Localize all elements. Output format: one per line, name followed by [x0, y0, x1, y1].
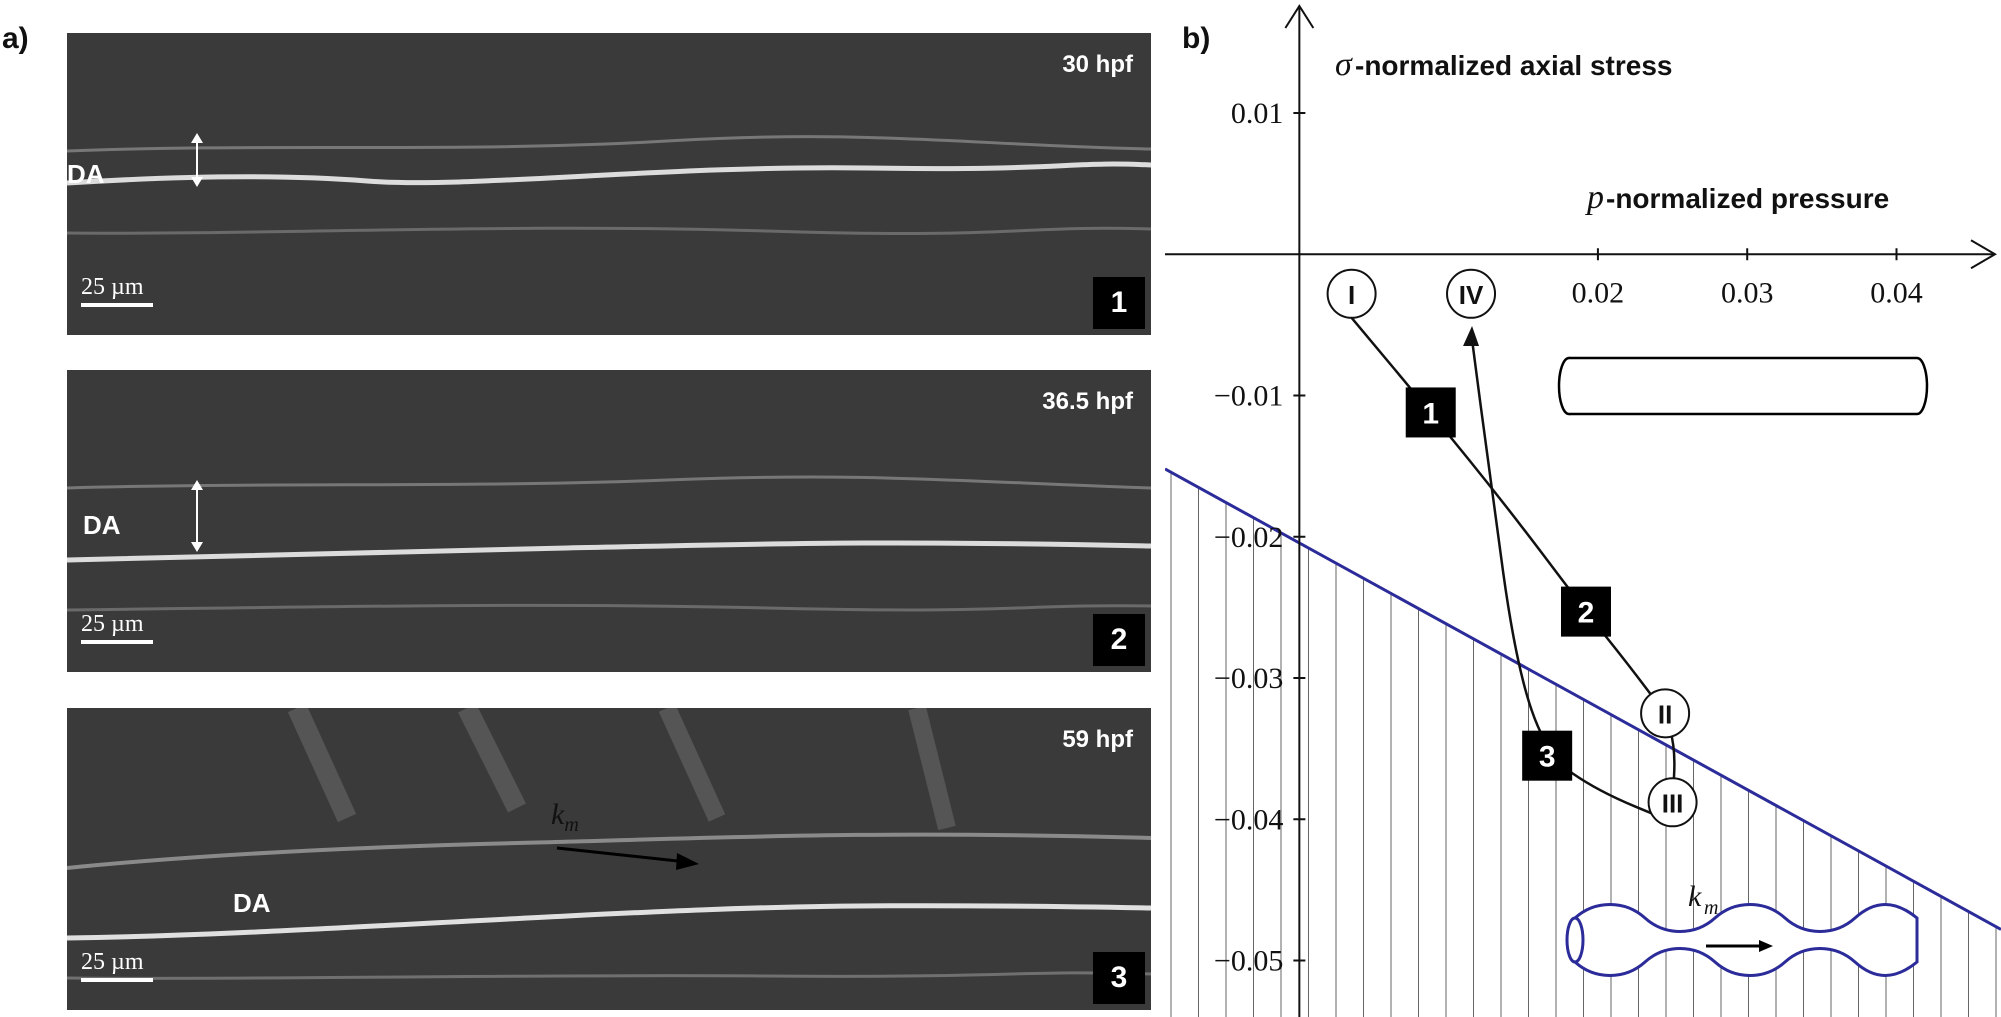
x-axis-arrow	[1970, 239, 1997, 270]
micrograph-36-5hpf: 36.5 hpf DA 25 µm 2	[67, 370, 1151, 672]
x-tick-label: 0.04	[1870, 276, 1923, 309]
timepoint-label: 30 hpf	[1062, 51, 1133, 78]
wavevector-label: km	[551, 798, 579, 836]
dorsal-aorta-label: DA	[83, 510, 121, 540]
state-label: IV	[1459, 280, 1484, 310]
state-marker	[1647, 777, 1698, 828]
scale-bar-label: 25 µm	[81, 949, 144, 975]
unstable-region-hatching	[1170, 468, 1997, 1017]
dorsal-aorta-label: DA	[233, 888, 271, 918]
scale-bar-label: 25 µm	[81, 611, 144, 637]
timepoint-label: 59 hpf	[1062, 726, 1133, 753]
step-badge: 1	[1093, 277, 1145, 329]
axes: 0.01 −0.01 −0.02 −0.03 −0.04 −0.05 0.02 0.03 0.0…	[1165, 4, 1997, 1017]
state-marker	[1640, 688, 1691, 739]
state-marker	[1326, 268, 1377, 319]
scale-bar-label: 25 µm	[81, 274, 144, 300]
wavy-tube-inset: k m	[1565, 880, 1919, 977]
step-label: 2	[1578, 597, 1595, 630]
dorsal-aorta-label: DA	[67, 159, 105, 189]
scale-bar	[81, 978, 153, 982]
state-label: III	[1662, 788, 1684, 818]
vessel-image	[67, 133, 1151, 235]
step-badge: 2	[1093, 614, 1145, 666]
wavy-inset-k: k	[1688, 880, 1702, 913]
y-tick-label: −0.05	[1214, 945, 1283, 978]
y-axis-arrow	[1284, 4, 1315, 29]
micrograph-59hpf: km 59 hpf DA 25 µm 3	[67, 708, 1151, 1010]
x-tick-label: 0.02	[1572, 276, 1625, 309]
x-axis-symbol: p	[1585, 179, 1604, 216]
path-step-1-2	[1350, 317, 1667, 715]
panel-a-label: a)	[2, 22, 29, 55]
y-axis-label: -normalized axial stress	[1355, 50, 1672, 81]
step-label: 3	[1539, 741, 1556, 774]
vessel-image	[67, 475, 1151, 612]
y-axis-symbol: σ	[1335, 46, 1353, 83]
state-label: II	[1658, 699, 1672, 729]
scale-bar	[81, 640, 153, 644]
wavy-inset-sub: m	[1704, 897, 1718, 919]
straight-tube-inset	[1557, 356, 1929, 416]
step-box	[1522, 730, 1573, 781]
step-label: 1	[1422, 397, 1439, 430]
y-tick-label: −0.04	[1214, 803, 1283, 836]
y-tick-label: −0.01	[1214, 380, 1283, 413]
stability-boundary-line	[1165, 467, 2001, 931]
x-axis-label: -normalized pressure	[1606, 183, 1889, 214]
path-arrowhead	[1463, 325, 1480, 346]
y-tick-label: −0.02	[1214, 521, 1283, 554]
scale-bar	[81, 303, 153, 307]
path-step-3	[1469, 331, 1674, 824]
y-tick-label: −0.03	[1214, 662, 1283, 695]
x-tick-label: 0.03	[1721, 276, 1774, 309]
step-box	[1560, 586, 1611, 637]
step-badge: 3	[1093, 952, 1145, 1004]
panel-b-label: b)	[1182, 22, 1211, 55]
micrograph-30hpf: 30 hpf DA 25 µm 1	[67, 33, 1151, 335]
y-tick-label: 0.01	[1231, 97, 1284, 130]
state-label: I	[1348, 280, 1355, 310]
timepoint-label: 36.5 hpf	[1042, 388, 1133, 415]
stress-pressure-chart: 0.01 −0.01 −0.02 −0.03 −0.04 −0.05 0.02 0.03 0.0…	[1165, 4, 2001, 1017]
vessel-image	[67, 708, 1151, 980]
step-box	[1405, 387, 1456, 438]
state-marker	[1446, 268, 1497, 319]
